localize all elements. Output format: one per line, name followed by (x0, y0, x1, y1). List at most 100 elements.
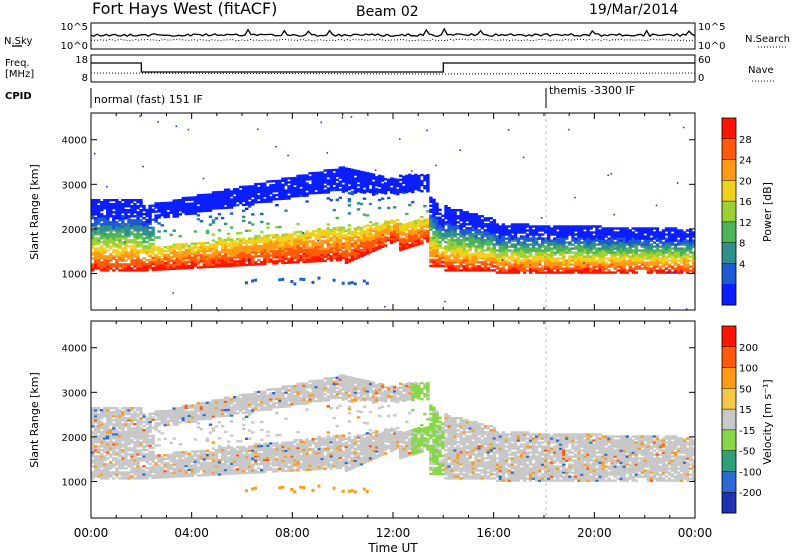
power-cell (139, 263, 143, 266)
power-cell (272, 234, 276, 237)
power-cell (211, 253, 216, 256)
power-cell (441, 252, 445, 256)
power-cell (353, 227, 358, 230)
power-cell (263, 198, 267, 201)
power-cell (562, 247, 566, 250)
power-cell (359, 202, 364, 206)
power-cell (353, 189, 358, 192)
power-cell (154, 248, 158, 251)
power-cell (598, 235, 602, 238)
power-cell (232, 192, 237, 195)
power-cell (193, 254, 198, 257)
power-cell (474, 219, 478, 222)
power-cell (459, 269, 463, 272)
power-cell (341, 256, 346, 259)
power-cell (169, 201, 173, 204)
power-cell (356, 188, 361, 191)
power-cell (525, 249, 530, 252)
power-cell (211, 249, 216, 252)
power-cell (574, 239, 578, 242)
power-cell (589, 255, 593, 258)
nsearch-label: N.Search (745, 34, 790, 45)
power-cell (91, 201, 95, 204)
velocity-cell (94, 427, 98, 430)
power-cell (462, 231, 466, 234)
power-cell (263, 184, 267, 187)
power-cell (223, 222, 228, 226)
power-cell (607, 265, 611, 268)
power-cell (136, 219, 140, 222)
power-cell (501, 271, 506, 274)
power-cell (441, 232, 445, 236)
power-cell (673, 271, 678, 274)
power-cell (190, 210, 195, 213)
power-cell (148, 230, 152, 234)
power-cell (571, 227, 575, 230)
power-cell (432, 206, 436, 209)
power-cell (344, 169, 349, 172)
power-cell (109, 199, 113, 202)
power-cell (519, 231, 524, 234)
power-cell (571, 235, 575, 238)
power-cell (142, 257, 146, 260)
power-cell (353, 231, 358, 234)
power-cell (190, 206, 195, 209)
power-cell (438, 256, 442, 260)
power-cell (103, 215, 107, 218)
power-cell (486, 247, 490, 250)
power-cell (510, 235, 515, 238)
power-cell (592, 263, 596, 266)
power-cell (148, 254, 152, 258)
power-cell (239, 199, 243, 203)
power-cell (193, 206, 198, 209)
power-cell (568, 231, 572, 234)
power-cell (106, 199, 110, 202)
power-cell (435, 260, 439, 264)
power-cell (142, 223, 146, 226)
power-cell (504, 255, 509, 258)
power-cell (498, 243, 503, 246)
power-cell (166, 265, 170, 269)
power-cell (649, 229, 654, 232)
power-cell (510, 253, 515, 256)
power-cell (308, 234, 312, 237)
power-cell (226, 192, 231, 195)
power-cell (127, 215, 131, 218)
power-cell (242, 203, 246, 207)
power-cell (447, 265, 451, 268)
power-cell (211, 251, 216, 254)
power-cell (426, 129, 428, 132)
power-cell (257, 196, 261, 200)
power-cell (223, 196, 228, 199)
power-cell (396, 228, 400, 232)
power-cell (160, 254, 164, 257)
power-cell (214, 251, 219, 254)
power-cell (595, 239, 599, 242)
power-cell (435, 238, 439, 242)
power-cell (504, 259, 509, 262)
power-cell (679, 257, 684, 260)
power-cell (598, 249, 602, 252)
power-cell (335, 232, 339, 236)
power-cell (175, 259, 179, 262)
power-cell (456, 267, 460, 270)
power-cell (414, 187, 418, 191)
power-cell (202, 261, 207, 265)
power-cell (229, 252, 234, 255)
velocity-cell (109, 437, 113, 440)
power-cell (568, 267, 572, 270)
power-cell (559, 243, 563, 246)
power-cell (631, 253, 635, 256)
power-cell (471, 235, 475, 238)
power-cell (239, 242, 243, 245)
power-cell (323, 229, 327, 232)
power-cell (486, 253, 490, 256)
power-cell (589, 241, 593, 244)
power-cell (444, 233, 448, 236)
power-cell (356, 184, 361, 187)
power-cell (127, 267, 131, 270)
power-cell (133, 263, 137, 266)
power-cell (335, 174, 339, 178)
power-cell (139, 241, 143, 244)
power-cell (462, 267, 466, 270)
